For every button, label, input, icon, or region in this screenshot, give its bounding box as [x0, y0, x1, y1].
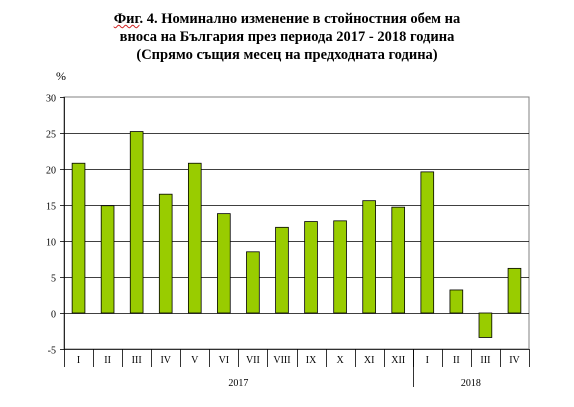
chart-title: Фиг. 4. Номинално изменение в стойностни…	[0, 10, 574, 64]
bar-10	[333, 220, 347, 314]
y-tick-label-0: 30	[46, 94, 56, 105]
x-tick-label-3: III	[132, 355, 142, 366]
y-axis-label: %	[56, 69, 66, 83]
y-tick-label-1: 25	[46, 130, 56, 141]
x-tick-label-11: XI	[364, 355, 375, 366]
bar-5	[187, 162, 202, 314]
x-tick-label-10: X	[336, 355, 344, 366]
y-tick-label-3: 15	[46, 202, 56, 213]
bar-2	[100, 205, 115, 314]
title-line-1-rest: . 4. Номинално изменение в стойностния о…	[139, 11, 461, 27]
bar-9	[304, 221, 318, 314]
x-tick-label-2: II	[104, 355, 111, 366]
bar-7	[246, 251, 260, 314]
x-tick-label-13: I	[426, 355, 429, 366]
bar-4	[158, 193, 173, 314]
chart-subtitle: (Спрямо същия месец на предходната годин…	[136, 47, 438, 63]
bar-1	[71, 162, 86, 314]
x-tick-label-8: VIII	[273, 355, 290, 366]
y-tick-label-4: 10	[46, 238, 56, 249]
x-tick-label-15: III	[480, 355, 490, 366]
bar-6	[217, 213, 231, 314]
x-tick-label-5: V	[191, 355, 199, 366]
x-tick-label-4: IV	[160, 355, 171, 366]
bar-14	[449, 289, 464, 314]
x-tick-label-6: VI	[219, 355, 230, 366]
y-tick-label-6: 0	[51, 310, 56, 321]
x-tick-label-1: I	[77, 355, 80, 366]
x-tick-label-9: IX	[306, 355, 317, 366]
title-line-1: Фиг. 4. Номинално изменение в стойностни…	[0, 10, 574, 28]
x-tick-label-14: II	[453, 355, 460, 366]
y-tick-label-5: 5	[51, 274, 56, 285]
x-tick-label-12: XII	[391, 355, 405, 366]
bar-16	[507, 267, 522, 314]
bar-15	[478, 312, 493, 338]
x-tick-label-7: VII	[246, 355, 260, 366]
title-fig-word: Фиг	[113, 11, 140, 27]
bar-8	[275, 226, 289, 314]
bar-12	[391, 206, 406, 314]
bar-3	[129, 131, 144, 314]
group-label-2018: 2018	[461, 378, 481, 389]
group-label-2017: 2017	[228, 378, 248, 389]
x-tick-label-16: IV	[509, 355, 520, 366]
y-tick-label-7: -5	[48, 346, 56, 357]
y-tick-label-2: 20	[46, 166, 56, 177]
title-line-2: вноса на България през периода 2017 - 20…	[119, 29, 455, 45]
bar-13	[420, 171, 435, 314]
bar-11	[362, 200, 376, 314]
